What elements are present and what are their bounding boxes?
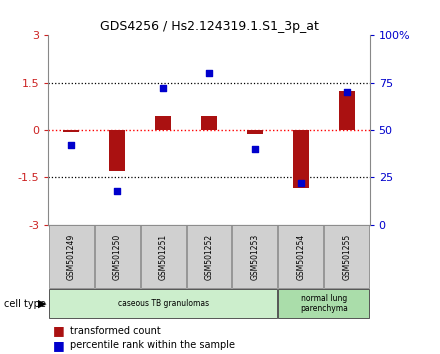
FancyBboxPatch shape [187, 225, 231, 288]
FancyBboxPatch shape [141, 225, 186, 288]
Point [160, 86, 167, 91]
Text: ■: ■ [53, 325, 65, 337]
Text: GSM501250: GSM501250 [113, 234, 122, 280]
FancyBboxPatch shape [49, 225, 94, 288]
Bar [155, 116, 171, 130]
Point [343, 89, 350, 95]
Text: normal lung
parenchyma: normal lung parenchyma [300, 294, 348, 313]
Point [297, 180, 304, 186]
Text: GSM501253: GSM501253 [250, 234, 260, 280]
Text: GSM501249: GSM501249 [67, 234, 76, 280]
FancyBboxPatch shape [278, 225, 323, 288]
Text: transformed count: transformed count [70, 326, 161, 336]
Bar [109, 130, 125, 171]
Bar [339, 91, 355, 130]
Point [251, 146, 258, 152]
Point [114, 188, 121, 194]
Text: GSM501251: GSM501251 [158, 234, 168, 280]
Point [68, 142, 75, 148]
Text: GSM501252: GSM501252 [205, 234, 213, 280]
Bar [247, 130, 263, 134]
Text: ▶: ▶ [38, 299, 46, 309]
FancyBboxPatch shape [324, 225, 369, 288]
Bar [63, 130, 79, 132]
Bar [293, 130, 309, 188]
Text: percentile rank within the sample: percentile rank within the sample [70, 340, 235, 350]
FancyBboxPatch shape [95, 225, 140, 288]
Text: GSM501254: GSM501254 [296, 234, 305, 280]
Bar [201, 116, 217, 130]
Title: GDS4256 / Hs2.124319.1.S1_3p_at: GDS4256 / Hs2.124319.1.S1_3p_at [99, 20, 319, 33]
Text: caseous TB granulomas: caseous TB granulomas [117, 299, 209, 308]
Text: ■: ■ [53, 339, 65, 352]
FancyBboxPatch shape [278, 289, 369, 318]
Text: cell type: cell type [4, 299, 46, 309]
FancyBboxPatch shape [232, 225, 277, 288]
Point [205, 70, 213, 76]
Text: GSM501255: GSM501255 [342, 234, 351, 280]
FancyBboxPatch shape [49, 289, 277, 318]
